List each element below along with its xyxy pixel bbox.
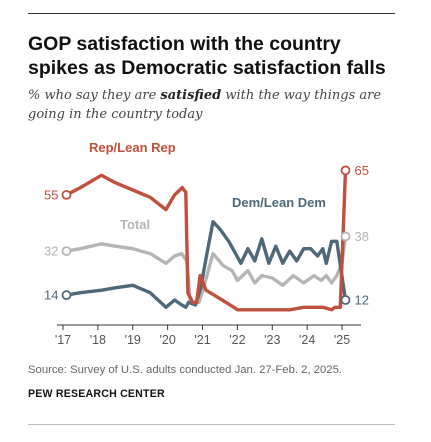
series-name-label: Total	[120, 217, 150, 232]
x-tick-label: '22	[229, 333, 245, 347]
x-tick-label: '25	[334, 333, 350, 347]
top-rule	[28, 13, 395, 14]
x-tick-label: '24	[299, 333, 315, 347]
series-line-dem-lean-dem	[64, 220, 348, 309]
start-marker-total	[61, 246, 72, 257]
end-marker-dem-lean-dem	[340, 295, 351, 305]
start-value-label: 55	[44, 187, 58, 202]
subtitle-text-start: % who say they are	[28, 88, 161, 103]
series-line-total	[64, 234, 348, 305]
subtitle-text-end: with the way things are going in the cou…	[28, 88, 382, 122]
start-marker-rep-lean-rep	[61, 189, 72, 200]
start-value-label: 14	[44, 288, 58, 303]
x-tick-label: '19	[125, 333, 141, 347]
end-value-label: 65	[355, 163, 369, 178]
end-value-label: 12	[355, 293, 369, 308]
pew-credit: PEW RESEARCH CENTER	[28, 388, 165, 400]
end-value-label: 38	[355, 229, 369, 244]
x-tick-label: '21	[194, 333, 210, 347]
start-marker-dem-lean-dem	[61, 290, 72, 301]
x-tick-label: '17	[55, 333, 71, 347]
end-marker-total	[340, 231, 351, 242]
start-value-label: 32	[44, 244, 58, 259]
chart-title: GOP satisfaction with the country spikes…	[28, 32, 398, 80]
chart-title-line-2: spikes as Democratic satisfaction falls	[28, 57, 386, 79]
x-tick-label: '18	[90, 333, 106, 347]
source-note: Source: Survey of U.S. adults conducted …	[28, 364, 342, 376]
chart-title-line-1: GOP satisfaction with the country	[28, 33, 341, 55]
series-name-label: Dem/Lean Dem	[232, 195, 326, 210]
bottom-rule	[28, 424, 395, 425]
subtitle-emphasis: satisfied	[160, 88, 222, 103]
x-tick-label: '20	[159, 333, 175, 347]
chart-subtitle: % who say they are satisfied with the wa…	[28, 87, 398, 124]
series-name-label: Rep/Lean Rep	[89, 140, 176, 155]
x-tick-label: '23	[264, 333, 280, 347]
end-marker-rep-lean-rep	[340, 165, 351, 176]
series-line-rep-lean-rep	[64, 168, 348, 312]
